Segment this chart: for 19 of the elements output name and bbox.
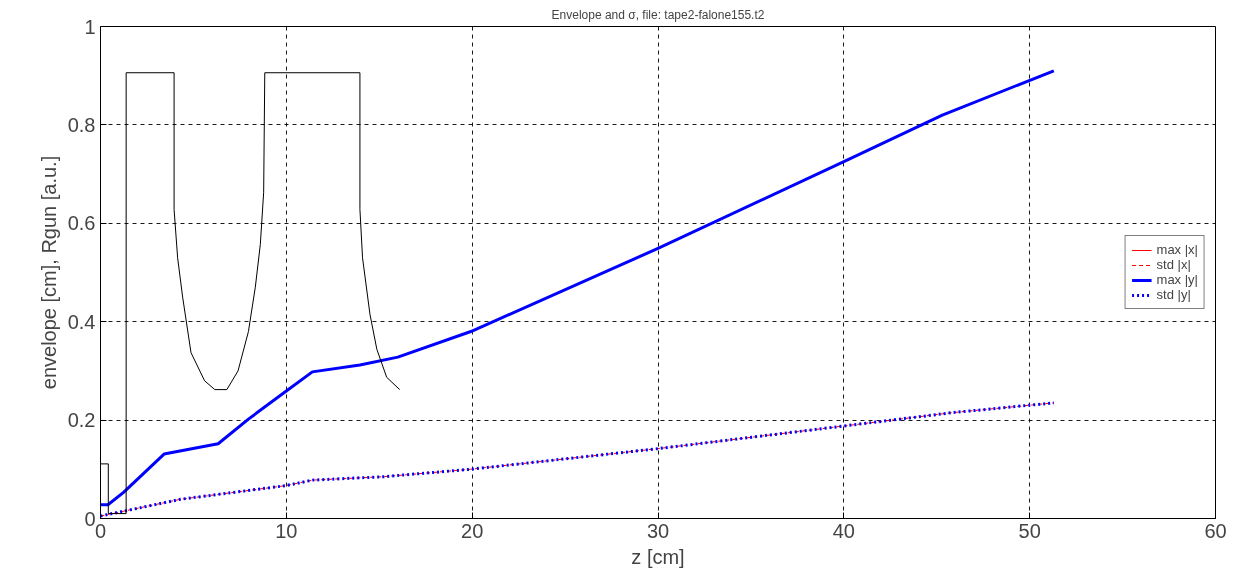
legend-label: std |y|: [1156, 287, 1191, 302]
chart-title: Envelope and σ, file: tape2-falone155.t2: [551, 7, 765, 22]
x-tick-label: 30: [646, 519, 670, 542]
y-tick-label: 1: [84, 15, 96, 38]
line-series: [100, 69, 1056, 507]
legend-label: std |x|: [1156, 257, 1191, 272]
x-tick-label: 40: [832, 519, 855, 542]
legend-label: max |y|: [1156, 272, 1198, 287]
y-tick-label: 0.8: [67, 113, 96, 136]
y-tick-label: 0.6: [67, 212, 96, 235]
x-tick-label: 20: [461, 519, 484, 542]
x-tick-label: 50: [1018, 519, 1041, 542]
x-tick-label: 60: [1204, 519, 1227, 542]
legend-label: max |x|: [1156, 242, 1198, 257]
y-axis-title: envelope [cm], Rgun [a.u.]: [37, 155, 60, 390]
x-axis-title: z [cm]: [631, 545, 685, 568]
y-tick-label: 0.2: [67, 409, 96, 432]
x-tick-label: 10: [275, 519, 298, 542]
y-tick-label: 0.4: [67, 310, 96, 333]
